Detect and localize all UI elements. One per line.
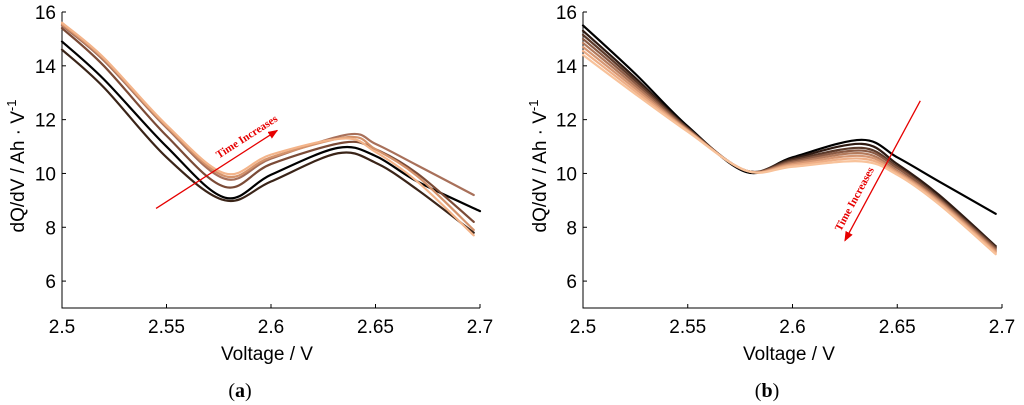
panel-a-ylabel: dQ/dV / Ah · V-1 bbox=[4, 99, 29, 232]
panel-a-xtick-label: 2.65 bbox=[357, 317, 394, 338]
panel-a-ylabel-text: dQ/dV / Ah · V bbox=[8, 111, 29, 233]
caption-a: (a) bbox=[228, 380, 251, 402]
panel-a-time-arrow bbox=[155, 129, 279, 209]
panel-a-ytick-label: 14 bbox=[35, 57, 57, 78]
panel-b-series-t1 bbox=[581, 24, 997, 215]
panel-b-ylabel-sup: -1 bbox=[526, 99, 541, 111]
panel-b-series-t3 bbox=[581, 33, 997, 249]
caption-a-letter: a bbox=[235, 380, 245, 402]
panel-b-xtick-label: 2.55 bbox=[669, 317, 706, 338]
panel-a-ytick-label: 10 bbox=[35, 164, 56, 185]
caption-b-letter: b bbox=[761, 380, 772, 402]
panel-b-series-t4 bbox=[581, 37, 997, 250]
panel-a-series-t6 bbox=[60, 21, 475, 237]
panel-b-ytick-label: 10 bbox=[556, 164, 577, 185]
panel-a-ytick-label: 6 bbox=[45, 272, 56, 293]
panel-a-ytick-label: 8 bbox=[45, 218, 56, 239]
panel-a-ylabel-sup: -1 bbox=[4, 99, 19, 111]
panel-b-ylabel-text: dQ/dV / Ah · V bbox=[530, 111, 551, 233]
panel-b-ytick-label: 14 bbox=[556, 57, 578, 78]
panel-b-ytick-label: 12 bbox=[556, 111, 577, 132]
panel-a-xtick-label: 2.6 bbox=[258, 317, 284, 338]
panel-a-xtick-label: 2.7 bbox=[467, 317, 493, 338]
panel-b-xtick-label: 2.65 bbox=[879, 317, 916, 338]
panel-a-series-t2 bbox=[60, 40, 482, 213]
panel-b-xlabel: Voltage / V bbox=[743, 344, 835, 365]
panel-b-time-arrow bbox=[844, 100, 921, 242]
panel-b-ytick-label: 8 bbox=[566, 218, 577, 239]
panel-a-xlabel: Voltage / V bbox=[221, 344, 313, 365]
panel-a-axes bbox=[61, 12, 480, 309]
panel-a-ytick-label: 16 bbox=[35, 3, 56, 24]
panel-b-ylabel: dQ/dV / Ah · V-1 bbox=[526, 99, 551, 232]
panel-b-xtick-label: 2.5 bbox=[570, 317, 596, 338]
panel-b-xtick-label: 2.6 bbox=[779, 317, 805, 338]
panel-b-series-t6 bbox=[581, 45, 997, 253]
panel-a-xtick-label: 2.55 bbox=[148, 317, 185, 338]
panel-a-series-t1 bbox=[60, 48, 475, 234]
panel-b-series-t7 bbox=[581, 49, 997, 254]
panel-a-ytick-label: 12 bbox=[35, 111, 56, 132]
panel-a-series-t3 bbox=[60, 27, 475, 223]
caption-b: (b) bbox=[755, 380, 779, 402]
panel-b-series-t5 bbox=[581, 41, 997, 252]
panel-b-series-t8 bbox=[581, 53, 997, 256]
panel-b-ytick-label: 6 bbox=[566, 272, 577, 293]
panel-a-xtick-label: 2.5 bbox=[49, 317, 75, 338]
panel-b-xtick-label: 2.7 bbox=[989, 317, 1015, 338]
panel-b-series-t2 bbox=[581, 29, 997, 248]
panel-b-ytick-label: 16 bbox=[556, 3, 577, 24]
